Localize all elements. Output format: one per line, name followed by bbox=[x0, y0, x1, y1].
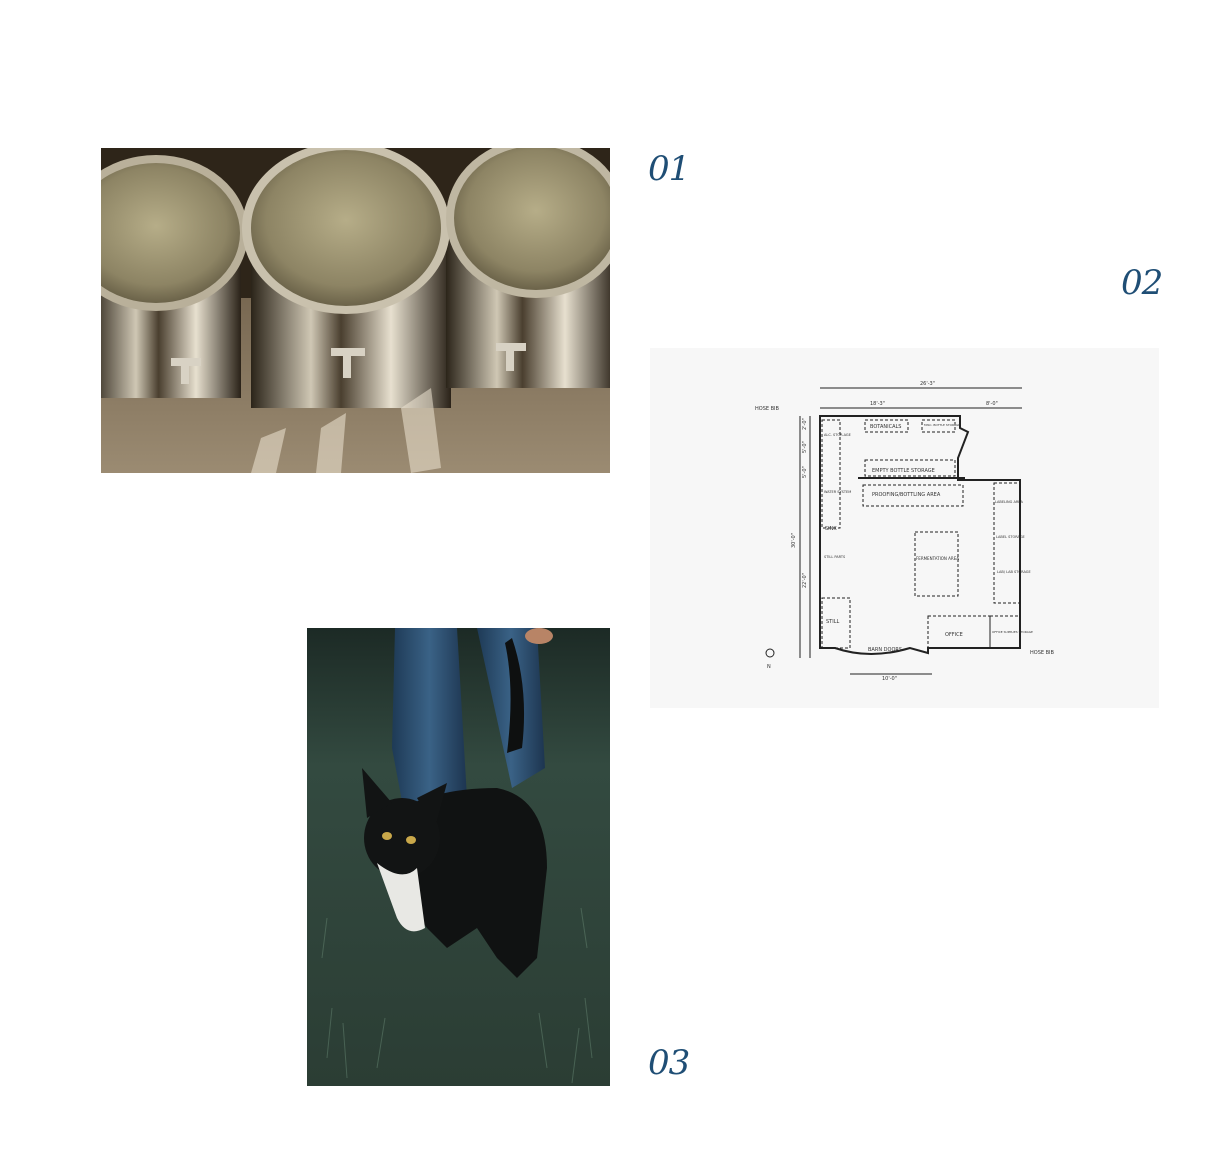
plan-alc-storage: ALC. STOR-AGE bbox=[824, 433, 851, 437]
black-cat-photo bbox=[307, 628, 610, 1086]
fermentation-tanks-photo bbox=[101, 148, 610, 473]
plan-fermentation: FERMENTATION AREA bbox=[916, 556, 959, 561]
plan-still-parts: STILL PARTS bbox=[824, 555, 846, 559]
plan-width-left: 18'-3" bbox=[870, 401, 885, 407]
step-number-02: 02 bbox=[1121, 263, 1163, 303]
plan-barn-doors: BARN DOORS bbox=[868, 647, 902, 653]
plan-lab-storage: LAB/ LAB STORAGE bbox=[997, 570, 1031, 574]
plan-width-total: 26'-3" bbox=[920, 381, 935, 387]
plan-width-bottom: 10'-0" bbox=[882, 676, 897, 682]
plan-label-storage: LABEL STORAGE bbox=[996, 535, 1025, 539]
floor-plan-drawing: 26'-3" 18'-3" 8'-0" HOSE BIB BOTANICALS … bbox=[650, 348, 1159, 708]
step-number-01: 01 bbox=[648, 149, 690, 189]
plan-height-total: 30'-0" bbox=[791, 533, 797, 548]
plan-still: STILL bbox=[826, 619, 839, 625]
plan-sink: SINK bbox=[825, 526, 837, 532]
plan-width-right: 8'-0" bbox=[986, 401, 998, 407]
plan-height-main: 22'-0" bbox=[802, 573, 808, 588]
plan-botanicals: BOTANICALS bbox=[870, 424, 901, 430]
plan-misc-storage: MISC. BOTTLE STORAGE bbox=[924, 423, 960, 427]
plan-office-supplies: OFFICE SUPPLIES STORAGE bbox=[992, 630, 1033, 634]
plan-labeling: LABELING AREA bbox=[995, 500, 1023, 504]
plan-dim-small-1: 2'-0" bbox=[802, 418, 808, 430]
plan-dim-small-3: 5'-0" bbox=[802, 466, 808, 478]
plan-north: N bbox=[767, 664, 771, 670]
plan-office: OFFICE bbox=[945, 632, 963, 638]
plan-dim-small-2: 5'-0" bbox=[802, 441, 808, 453]
step-number-03: 03 bbox=[648, 1043, 690, 1083]
plan-hose-bib-1: HOSE BIB bbox=[755, 406, 780, 412]
plan-hose-bib-2: HOSE BIB bbox=[1030, 650, 1055, 656]
plan-water-system: WATER SYSTEM bbox=[824, 490, 851, 494]
plan-proofing: PROOFING/BOTTLING AREA bbox=[872, 492, 941, 498]
plan-empty-bottle-storage: EMPTY BOTTLE STORAGE bbox=[872, 468, 935, 474]
